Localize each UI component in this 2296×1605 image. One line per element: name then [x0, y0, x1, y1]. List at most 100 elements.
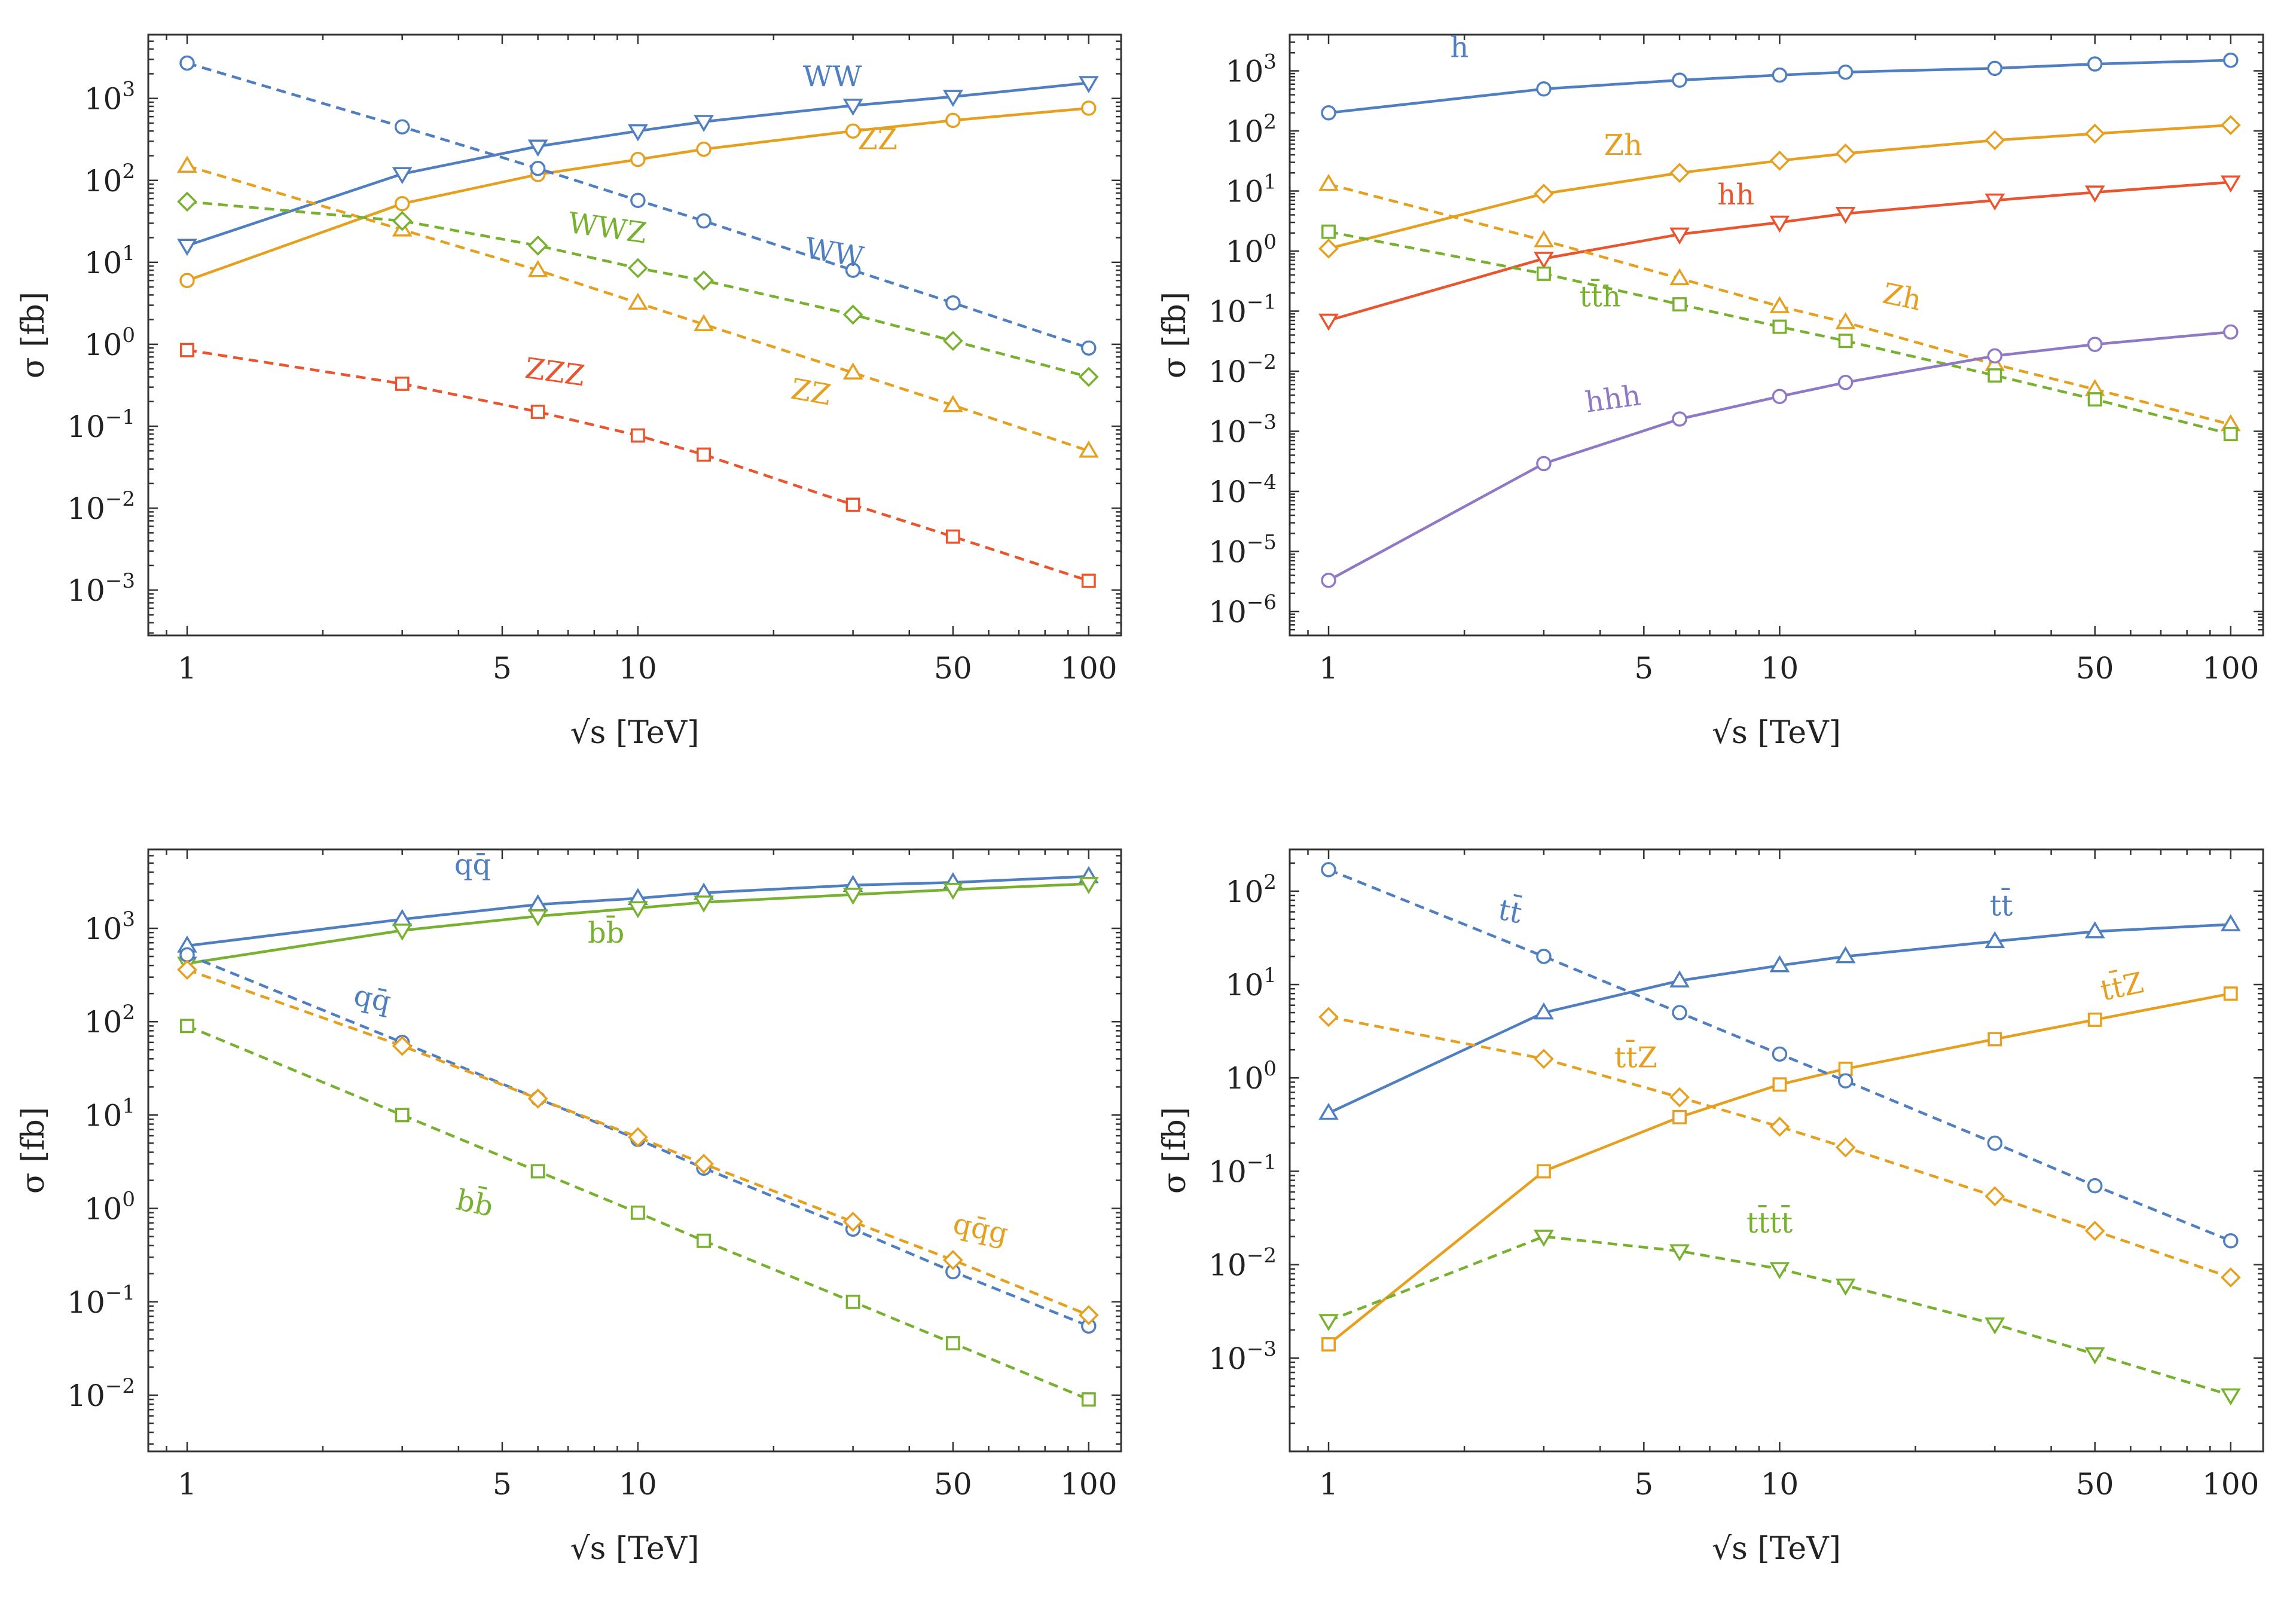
- data-point: [2223, 1233, 2239, 1249]
- data-point: [1081, 340, 1097, 356]
- series-hhh-solid: [1321, 324, 2239, 588]
- plot-frame: [147, 848, 1122, 1453]
- data-point: [942, 882, 963, 900]
- y-tick-label: 10−6: [1208, 591, 1277, 629]
- series-h-solid: [1321, 53, 2239, 121]
- x-tick-label: 50: [2076, 1467, 2114, 1502]
- data-point: [1318, 238, 1339, 259]
- y-tick-label: 10−2: [67, 1374, 135, 1413]
- data-point: [842, 99, 863, 116]
- y-tick-label: 103: [84, 907, 135, 946]
- data-point: [530, 404, 545, 419]
- data-point: [1536, 455, 1552, 472]
- y-tick-label-base: 10: [1208, 535, 1247, 570]
- plot-frame: [1289, 848, 2264, 1453]
- y-tick-label: 10−3: [1208, 411, 1277, 450]
- y-tick-label-exponent: 2: [122, 160, 135, 184]
- curve-label-qqg: qq̄g: [950, 1207, 1011, 1251]
- series-line: [1328, 1015, 2231, 1279]
- data-point: [177, 239, 197, 256]
- y-tick-label-base: 10: [1208, 1154, 1247, 1189]
- curve-label-ZZZ: ZZZ: [523, 351, 587, 393]
- data-point: [1318, 1102, 1339, 1120]
- x-tick-label: 5: [1634, 1467, 1653, 1502]
- data-point: [694, 270, 714, 291]
- data-point: [1672, 411, 1687, 427]
- y-tick-label: 10−2: [1208, 1244, 1277, 1283]
- y-tick-label: 103: [1226, 50, 1277, 89]
- data-point: [1669, 1244, 1690, 1262]
- data-point: [1321, 1337, 1336, 1352]
- data-point: [942, 331, 963, 351]
- y-tick-label-base: 10: [84, 1005, 123, 1040]
- curve-label-ZZ: ZZ: [857, 123, 897, 157]
- curve-label-qq: qq̄: [351, 979, 394, 1019]
- y-tick-label-base: 10: [67, 573, 105, 608]
- curve-label-Zh: Zh: [1880, 277, 1925, 317]
- data-point: [1078, 877, 1099, 894]
- y-axis-title: σ [fb]: [1157, 1107, 1193, 1194]
- y-tick-label-exponent: 2: [122, 1001, 135, 1025]
- y-tick-label-exponent: −4: [1247, 470, 1277, 494]
- y-axis-title: σ [fb]: [16, 292, 51, 378]
- data-point: [1987, 348, 2003, 364]
- series-line: [1328, 181, 2231, 322]
- y-tick-label-base: 10: [84, 82, 123, 117]
- y-tick-label-base: 10: [67, 491, 105, 526]
- y-tick-label-base: 10: [1226, 968, 1264, 1002]
- data-point: [694, 115, 714, 132]
- data-point: [1321, 573, 1336, 588]
- y-tick-label-exponent: 3: [1263, 50, 1277, 74]
- y-tick-label-base: 10: [1226, 875, 1264, 909]
- y-tick-label: 101: [84, 1094, 135, 1133]
- data-point: [1984, 931, 2005, 949]
- x-tick-label: 50: [934, 1467, 972, 1502]
- series-line: [187, 953, 1089, 1328]
- y-tick-label-exponent: −5: [1247, 531, 1277, 555]
- data-point: [179, 273, 195, 289]
- y-tick-label-exponent: 3: [122, 907, 135, 931]
- data-point: [945, 529, 960, 544]
- curve-label-bb: bb̄: [453, 1181, 496, 1224]
- data-point: [527, 139, 548, 157]
- data-point: [1837, 375, 1854, 390]
- x-tick-label: 5: [493, 651, 512, 686]
- y-tick-label-base: 10: [1208, 415, 1247, 450]
- curve-label-ZZ: ZZ: [789, 372, 833, 412]
- y-tick-label-exponent: −2: [105, 487, 135, 511]
- curve-label-hhh: hhh: [1583, 378, 1643, 419]
- x-tick-label: 10: [619, 1467, 657, 1502]
- series-line: [187, 62, 1089, 350]
- data-point: [392, 167, 413, 185]
- data-point: [527, 1089, 548, 1109]
- plot-area: [1318, 862, 2241, 1406]
- y-tick-label-exponent: −2: [1247, 350, 1277, 374]
- data-point: [2087, 392, 2102, 407]
- y-tick-label: 101: [84, 241, 135, 280]
- data-point: [1772, 1077, 1787, 1092]
- y-tick-label: 10−3: [1208, 1337, 1277, 1376]
- data-point: [628, 1127, 648, 1148]
- data-point: [1669, 268, 1690, 286]
- series-ZZZ-dashed: [180, 343, 1096, 588]
- data-point: [845, 1294, 860, 1309]
- data-point: [527, 235, 548, 256]
- data-point: [845, 497, 860, 512]
- series-ttZ-solid: [1321, 986, 2238, 1352]
- x-tick-label: 5: [1634, 651, 1653, 686]
- data-point: [1838, 334, 1853, 348]
- data-point: [1835, 1278, 1856, 1296]
- data-point: [1321, 105, 1336, 121]
- y-tick-label-base: 10: [84, 328, 123, 362]
- data-point: [179, 55, 195, 71]
- x-tick-label: 1: [178, 1467, 197, 1502]
- curve-label-tth: tt̄h: [1579, 278, 1621, 313]
- series-line: [1327, 992, 2231, 1346]
- series-line: [187, 1025, 1089, 1401]
- curve-label-qq: qq̄: [454, 848, 491, 881]
- series-qqg-dashed: [177, 959, 1099, 1325]
- data-point: [1769, 215, 1790, 233]
- data-point: [1835, 143, 1856, 164]
